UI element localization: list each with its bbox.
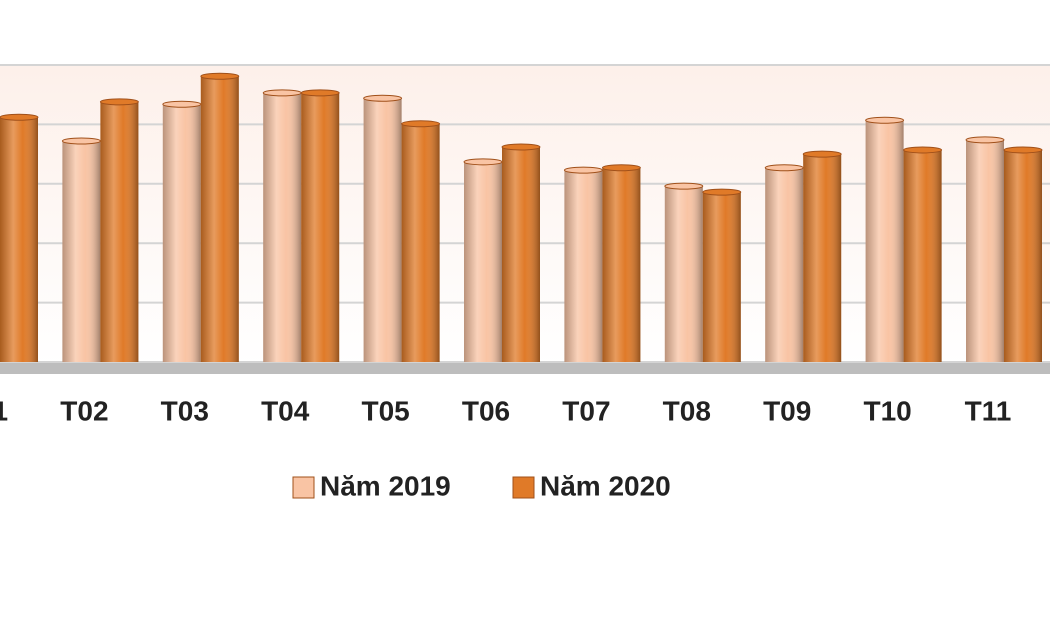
- bar-cap: [300, 89, 340, 97]
- floor: [0, 362, 1050, 374]
- legend-swatch: [292, 476, 315, 499]
- bar-cap: [200, 72, 240, 80]
- bar-cap: [865, 116, 905, 124]
- bar-shade: [0, 117, 38, 362]
- bar-shade: [502, 146, 540, 362]
- bar-shade: [363, 98, 402, 362]
- bar-cap: [363, 94, 403, 102]
- bar-cap: [401, 120, 441, 128]
- bar-shade: [865, 120, 904, 362]
- bar-shade: [200, 76, 239, 362]
- bar-cap: [903, 146, 943, 154]
- x-tick-label: T10: [863, 395, 911, 426]
- legend-label: Năm 2020: [540, 470, 671, 501]
- x-tick-label: T08: [663, 395, 711, 426]
- bar-cap: [1003, 146, 1043, 154]
- x-tick-label: T04: [261, 395, 310, 426]
- bar-shade: [1004, 149, 1042, 362]
- bar-shade: [62, 141, 101, 362]
- bar-shade: [765, 167, 804, 362]
- x-tick-label: T03: [161, 395, 209, 426]
- bar-shade: [903, 149, 942, 362]
- bar-shade: [301, 92, 340, 362]
- bar-shade: [263, 92, 302, 362]
- bar-cap: [764, 164, 804, 172]
- bar-cap: [664, 182, 704, 190]
- bar-shade: [803, 154, 842, 362]
- x-tick-label: T01: [0, 395, 8, 426]
- bar-shade: [664, 186, 703, 362]
- x-tick-label: T06: [462, 395, 510, 426]
- bar-shade: [464, 161, 502, 362]
- bar-shade: [564, 170, 603, 362]
- x-tick-label: T05: [361, 395, 409, 426]
- bar-cap: [463, 158, 503, 166]
- x-tick-label: T07: [562, 395, 610, 426]
- bar-cap: [61, 137, 101, 145]
- bar-cap: [162, 100, 202, 108]
- bar-shade: [966, 139, 1004, 362]
- bar-cap: [702, 188, 742, 196]
- bar-cap: [563, 166, 603, 174]
- bar-cap: [802, 150, 842, 158]
- bar-cap: [0, 113, 39, 121]
- bar-cap: [965, 136, 1005, 144]
- bar-shade: [602, 167, 641, 362]
- legend-swatch: [512, 476, 535, 499]
- x-tick-label: T11: [965, 395, 1012, 426]
- bar-cap: [262, 89, 302, 97]
- x-tick-label: T09: [763, 395, 811, 426]
- bar-cap: [501, 143, 541, 151]
- bar-shade: [100, 101, 139, 362]
- bar-cap: [601, 164, 641, 172]
- bar-shade: [162, 104, 201, 362]
- bar-shade: [401, 123, 440, 362]
- legend-label: Năm 2019: [320, 470, 451, 501]
- bar-shade: [702, 192, 741, 362]
- bar-cap: [99, 98, 139, 106]
- x-tick-label: T02: [60, 395, 108, 426]
